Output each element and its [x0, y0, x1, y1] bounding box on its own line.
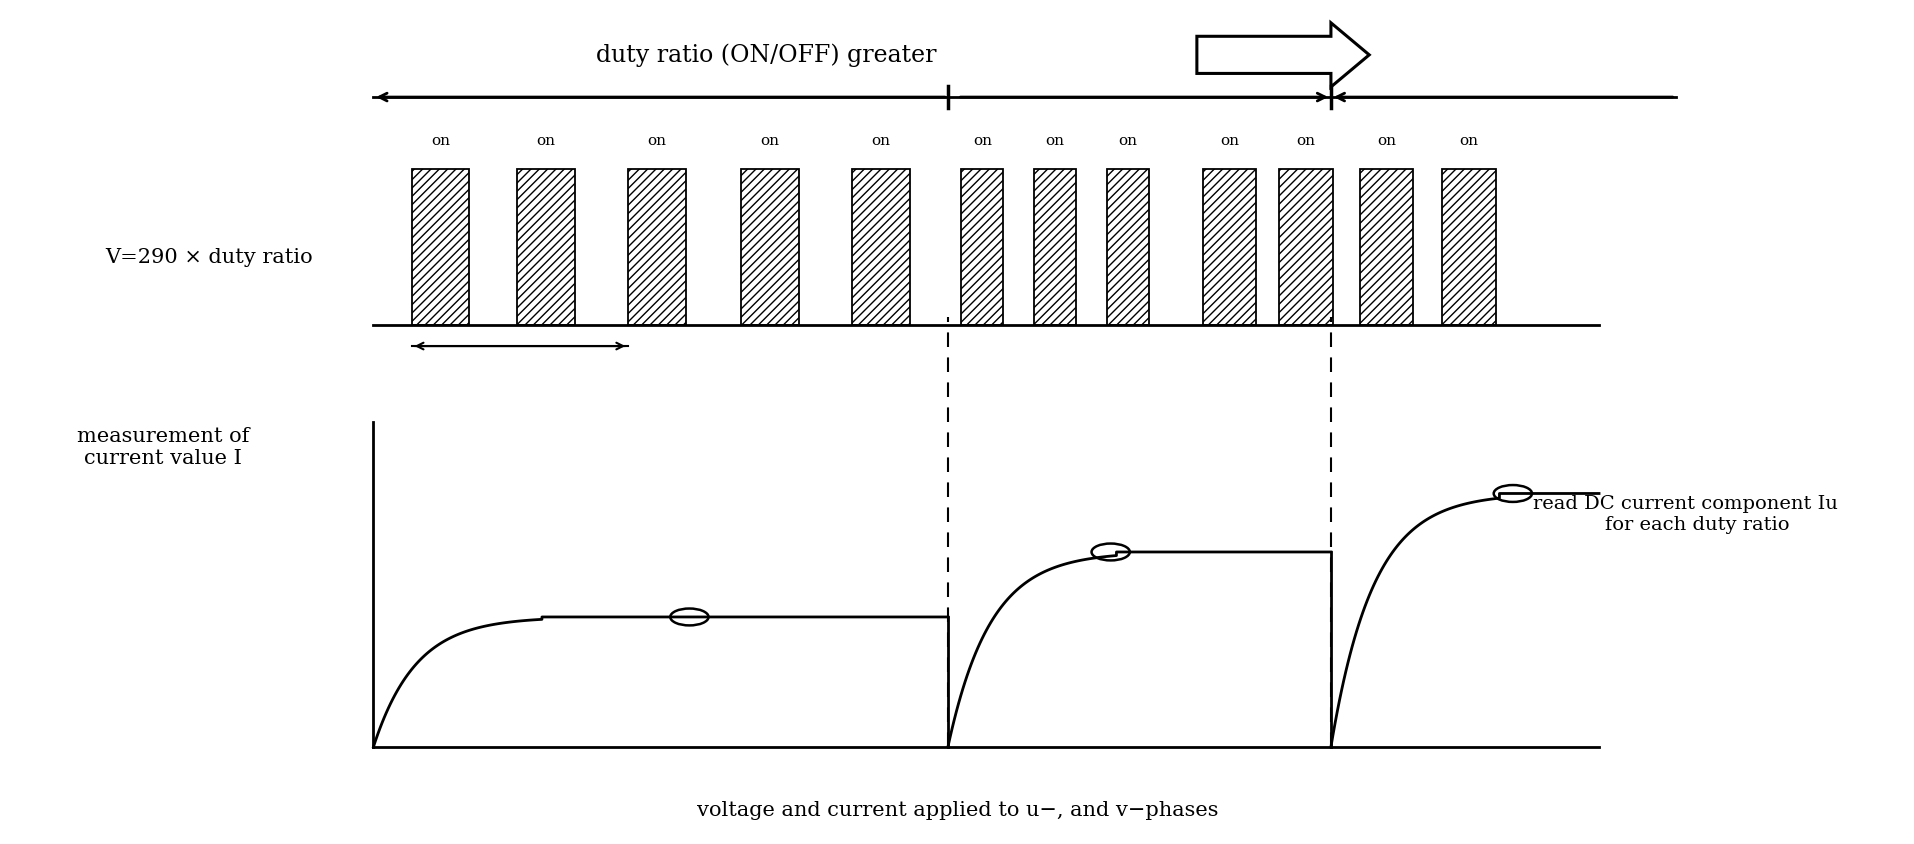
Bar: [852, 169, 909, 325]
Text: measurement of
current value I: measurement of current value I: [77, 427, 249, 468]
Text: on: on: [1376, 133, 1395, 148]
Bar: [741, 169, 798, 325]
Text: V=290 × duty ratio: V=290 × duty ratio: [105, 248, 312, 267]
Bar: [1034, 169, 1076, 325]
Text: on: on: [1045, 133, 1064, 148]
Text: on: on: [647, 133, 666, 148]
Bar: [1106, 169, 1148, 325]
Bar: [1279, 169, 1332, 325]
Text: on: on: [1458, 133, 1478, 148]
Bar: [1202, 169, 1256, 325]
Text: on: on: [871, 133, 890, 148]
Bar: [412, 169, 469, 325]
Text: on: on: [760, 133, 779, 148]
Text: read DC current component Iu
    for each duty ratio: read DC current component Iu for each du…: [1531, 495, 1837, 534]
Text: duty ratio (ON/OFF) greater: duty ratio (ON/OFF) greater: [595, 43, 936, 67]
Text: on: on: [1296, 133, 1315, 148]
Bar: [1441, 169, 1495, 325]
Bar: [961, 169, 1003, 325]
Bar: [1359, 169, 1413, 325]
Bar: [628, 169, 685, 325]
Text: on: on: [1118, 133, 1137, 148]
Text: on: on: [431, 133, 450, 148]
Text: on: on: [536, 133, 555, 148]
Text: voltage and current applied to u−, and v−phases: voltage and current applied to u−, and v…: [697, 801, 1217, 820]
Text: on: on: [1219, 133, 1238, 148]
Text: on: on: [972, 133, 991, 148]
Bar: [517, 169, 574, 325]
